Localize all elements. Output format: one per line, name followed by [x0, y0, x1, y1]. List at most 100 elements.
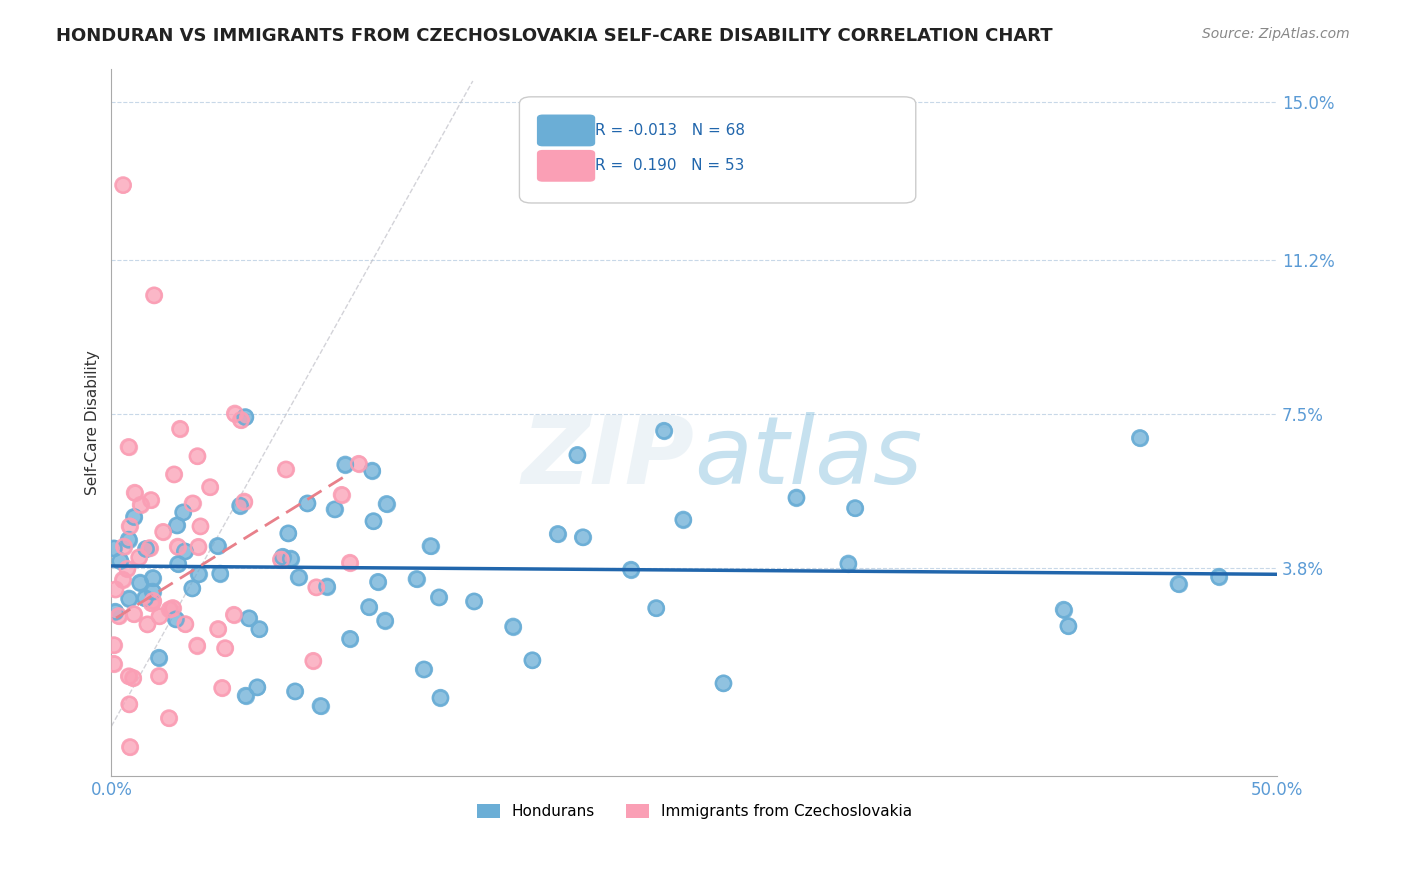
- Immigrants from Czechoslovakia: [139, 493, 162, 508]
- Point: [247, 622, 270, 636]
- Immigrants from Czechoslovakia: [190, 519, 212, 533]
- Immigrants from Czechoslovakia: [142, 594, 165, 608]
- Point: [567, 448, 589, 462]
- Immigrants from Czechoslovakia: [163, 467, 186, 482]
- Point: [405, 572, 427, 586]
- Hondurans: [238, 611, 260, 625]
- Immigrants from Czechoslovakia: [107, 609, 129, 624]
- Point: [361, 464, 384, 478]
- Point: [141, 596, 163, 610]
- Immigrants from Czechoslovakia: [207, 622, 229, 636]
- Point: [142, 584, 165, 599]
- Hondurans: [567, 448, 589, 462]
- Point: [224, 407, 246, 421]
- Immigrants from Czechoslovakia: [129, 498, 152, 512]
- Immigrants from Czechoslovakia: [118, 519, 141, 533]
- Point: [222, 607, 245, 622]
- Hondurans: [785, 491, 807, 505]
- Point: [359, 600, 381, 615]
- Hondurans: [375, 497, 398, 511]
- Point: [104, 605, 127, 619]
- Immigrants from Czechoslovakia: [118, 698, 141, 712]
- Point: [142, 594, 165, 608]
- Point: [142, 571, 165, 585]
- Hondurans: [129, 575, 152, 590]
- Point: [166, 540, 188, 554]
- Hondurans: [235, 689, 257, 703]
- Point: [134, 591, 156, 606]
- Text: HONDURAN VS IMMIGRANTS FROM CZECHOSLOVAKIA SELF-CARE DISABILITY CORRELATION CHAR: HONDURAN VS IMMIGRANTS FROM CZECHOSLOVAK…: [56, 27, 1053, 45]
- Point: [148, 609, 170, 624]
- Immigrants from Czechoslovakia: [162, 601, 184, 615]
- Point: [347, 457, 370, 471]
- Immigrants from Czechoslovakia: [118, 669, 141, 683]
- Point: [169, 422, 191, 436]
- Point: [122, 510, 145, 524]
- Point: [429, 690, 451, 705]
- Hondurans: [172, 505, 194, 519]
- Hondurans: [620, 563, 643, 577]
- Point: [118, 591, 141, 606]
- Immigrants from Czechoslovakia: [104, 582, 127, 597]
- Hondurans: [181, 582, 204, 596]
- Hondurans: [1057, 619, 1080, 633]
- Point: [104, 582, 127, 597]
- Point: [367, 574, 389, 589]
- Point: [139, 493, 162, 508]
- Point: [547, 527, 569, 541]
- Point: [330, 488, 353, 502]
- Immigrants from Czechoslovakia: [103, 657, 125, 671]
- Hondurans: [572, 530, 595, 544]
- Immigrants from Czechoslovakia: [181, 496, 204, 510]
- Immigrants from Czechoslovakia: [138, 541, 160, 555]
- Immigrants from Czechoslovakia: [111, 573, 134, 587]
- Immigrants from Czechoslovakia: [305, 580, 328, 594]
- Point: [214, 641, 236, 656]
- Immigrants from Czechoslovakia: [169, 422, 191, 436]
- Hondurans: [522, 653, 544, 667]
- Point: [339, 632, 361, 646]
- Point: [117, 440, 139, 454]
- Text: R =  0.190   N = 53: R = 0.190 N = 53: [595, 158, 745, 173]
- Point: [111, 573, 134, 587]
- Point: [110, 554, 132, 568]
- Hondurans: [427, 591, 450, 605]
- Point: [271, 549, 294, 564]
- Point: [107, 609, 129, 624]
- Point: [124, 485, 146, 500]
- Hondurans: [1053, 602, 1076, 616]
- Hondurans: [122, 510, 145, 524]
- Point: [128, 550, 150, 565]
- Immigrants from Czechoslovakia: [302, 654, 325, 668]
- Point: [112, 178, 135, 192]
- Immigrants from Czechoslovakia: [124, 485, 146, 500]
- Hondurans: [118, 591, 141, 606]
- Point: [187, 540, 209, 554]
- Hondurans: [1208, 570, 1230, 584]
- Point: [122, 671, 145, 685]
- Point: [837, 557, 859, 571]
- Immigrants from Czechoslovakia: [186, 449, 208, 463]
- Immigrants from Czechoslovakia: [118, 739, 141, 754]
- Hondurans: [502, 619, 524, 633]
- Hondurans: [374, 614, 396, 628]
- Point: [297, 496, 319, 510]
- Immigrants from Czechoslovakia: [211, 681, 233, 695]
- Hondurans: [247, 622, 270, 636]
- Point: [181, 496, 204, 510]
- Point: [172, 505, 194, 519]
- Point: [1053, 602, 1076, 616]
- Hondurans: [405, 572, 427, 586]
- Point: [186, 639, 208, 653]
- Immigrants from Czechoslovakia: [136, 617, 159, 632]
- Point: [270, 552, 292, 566]
- Hondurans: [672, 512, 695, 526]
- Point: [235, 689, 257, 703]
- Hondurans: [187, 567, 209, 582]
- Point: [118, 739, 141, 754]
- Hondurans: [167, 557, 190, 571]
- Hondurans: [110, 554, 132, 568]
- Point: [162, 601, 184, 615]
- Point: [620, 563, 643, 577]
- Immigrants from Czechoslovakia: [141, 596, 163, 610]
